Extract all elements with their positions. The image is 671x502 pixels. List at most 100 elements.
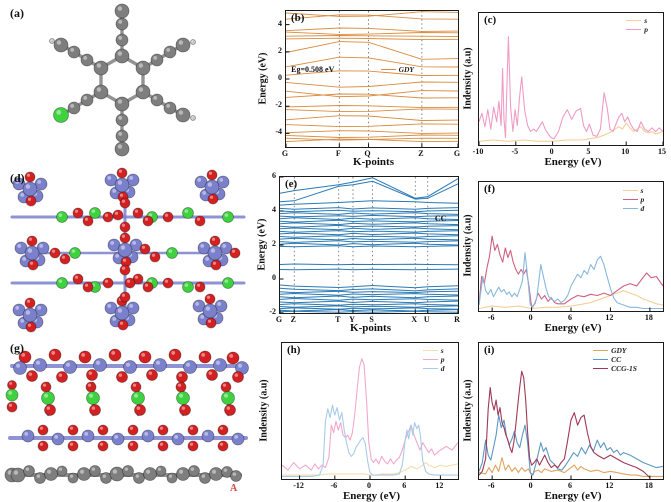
x-tick-label: Z	[418, 149, 424, 158]
legend-b: GDY	[380, 65, 414, 74]
legend-label-GDY: GDY	[611, 345, 627, 355]
legend-item-CCG-1S: CCG-1S	[593, 364, 637, 373]
legend-item-GDY: GDY	[380, 65, 414, 74]
legend-label-p: p	[440, 354, 445, 364]
chart-canvas-h	[282, 358, 458, 479]
kpoints-axis-label: K-points	[350, 322, 391, 334]
series-d	[282, 404, 458, 477]
y-axis-label-wrap: Indensity (a.u)	[256, 342, 272, 478]
dos-chart-gdy: Indensity (a.u) (c) s p Energy (eV) -10 -5 0…	[460, 2, 668, 168]
legend-swatch-CCG-1S	[593, 367, 609, 369]
y-axis-label-wrap: Indensity (a.u)	[460, 342, 476, 478]
series-s	[479, 122, 663, 142]
x-tick-label: 12	[435, 481, 444, 490]
plot-area-f: (f) s p d	[478, 181, 664, 312]
x-tick-label: 15	[658, 147, 666, 156]
crystal-canvas-g: A	[4, 348, 249, 494]
legend-label-s: s	[644, 15, 648, 25]
legend-label-CC: CC	[611, 354, 622, 364]
chart-canvas-i	[479, 370, 663, 479]
series-s	[282, 462, 458, 476]
series-p	[479, 36, 663, 140]
y-tick-label: 2	[278, 45, 282, 55]
legend-swatch-s	[422, 349, 438, 351]
x-tick-label: 10	[621, 147, 630, 156]
plot-area-b: (b) Eg=0.508 eV GDY	[285, 10, 459, 148]
y-axis-label-wrap: Indensity (a.u)	[460, 12, 476, 144]
legend-swatch-d	[422, 367, 438, 369]
panel-label-e: (e)	[285, 178, 298, 190]
x-tick-label: 0	[367, 481, 371, 490]
legend-swatch-GDY	[593, 349, 609, 351]
x-tick-label: -10	[472, 147, 484, 156]
dos-chart-comparison: Indensity (a.u) (i) GDY CC CCG-1S Energy (e…	[460, 336, 668, 502]
panel-label-h: (h)	[287, 344, 301, 356]
legend-swatch-GDY	[380, 69, 396, 71]
series-d	[479, 252, 663, 310]
series-CC	[479, 414, 663, 476]
axis-marker-label: A	[230, 483, 238, 494]
x-tick-label: 18	[644, 481, 653, 490]
energy-axis-label: Energy (eV)	[544, 156, 602, 168]
x-tick-label: 6	[568, 481, 572, 490]
y-axis-label-wrap: Indensity (a.u)	[460, 181, 476, 310]
x-tick-label: -5	[511, 147, 519, 156]
legend-swatch-d	[622, 207, 638, 209]
x-tick-label: T	[335, 315, 341, 324]
x-tick-label: Q	[364, 149, 371, 158]
band-structure-chart-gdy: Energy (eV) (b) Eg=0.508 eV GDY K-points G…	[256, 2, 462, 168]
intensity-axis-label: Indensity (a.u)	[462, 46, 474, 110]
series-GDY	[479, 457, 663, 477]
y-tick-label: 0	[272, 273, 276, 282]
y-tick-label: 6	[272, 171, 276, 180]
x-tick-label: -6	[487, 313, 495, 322]
molecule-structure-gdy-unit: (a)	[0, 0, 256, 165]
x-tick-label: -6	[487, 481, 495, 490]
panel-label-g: (g)	[10, 341, 24, 355]
legend-label-CCG-1S: CCG-1S	[611, 363, 637, 373]
x-tick-label: 6	[568, 313, 572, 322]
series-s	[479, 290, 663, 310]
panel-label-a: (a)	[10, 6, 24, 20]
x-tick-label: S	[369, 315, 374, 324]
legend-i: GDY CC CCG-1S	[593, 346, 637, 373]
legend-item-p: p	[422, 354, 445, 364]
x-tick-label: 18	[644, 313, 653, 322]
legend-item-CC: CC	[593, 355, 637, 364]
series-p	[479, 235, 663, 308]
x-tick-label: 0	[528, 481, 533, 490]
x-tick-label: G	[275, 315, 283, 324]
panel-label-f: (f)	[484, 183, 495, 195]
dos-chart-ccg: Indensity (a.u) (h) s p d Energy (eV) -12 -6…	[256, 336, 462, 502]
chart-canvas-b	[286, 11, 458, 147]
intensity-axis-label: Indensity (a.u)	[462, 214, 474, 277]
x-tick-label: 6	[402, 481, 407, 490]
plot-area-c: (c) s p	[478, 12, 664, 146]
x-tick-label: U	[423, 315, 430, 324]
y-tick-label: 2	[272, 239, 276, 248]
y-tick-label: 4	[272, 205, 276, 214]
intensity-axis-label: Indensity (a.u)	[462, 378, 474, 442]
chart-canvas-c	[479, 36, 663, 145]
y-tick-label: -2	[269, 307, 276, 316]
panel-label-b: (b)	[291, 12, 305, 24]
x-tick-label: 0	[549, 147, 554, 156]
annotation-b: Eg=0.508 eV	[291, 65, 335, 75]
x-tick-label: Y	[349, 315, 355, 324]
crystal-structure-ccg-slab: (g) A	[0, 335, 256, 502]
legend-label-s: s	[640, 185, 644, 195]
y-tick-label: -4	[275, 127, 282, 137]
x-tick-label: F	[335, 149, 341, 158]
crystal-canvas-d	[10, 167, 246, 333]
plot-area-i: (i) GDY CC CCG-1S	[478, 342, 664, 480]
x-tick-label: G	[281, 149, 289, 158]
legend-swatch-CC	[593, 358, 609, 360]
legend-swatch-p	[622, 198, 638, 200]
series-CCG-1S	[479, 370, 651, 479]
legend-swatch-s	[626, 19, 642, 21]
legend-item-d: d	[422, 364, 445, 373]
x-tick-label: G	[453, 149, 461, 158]
x-tick-label: 12	[605, 313, 614, 322]
